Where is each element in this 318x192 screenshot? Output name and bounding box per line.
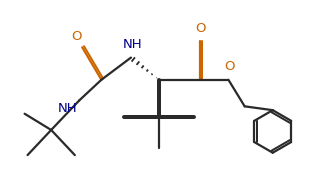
Text: O: O [225,60,235,73]
Text: O: O [72,30,82,43]
Text: O: O [195,22,206,36]
Text: NH: NH [58,102,78,115]
Text: NH: NH [123,38,142,51]
